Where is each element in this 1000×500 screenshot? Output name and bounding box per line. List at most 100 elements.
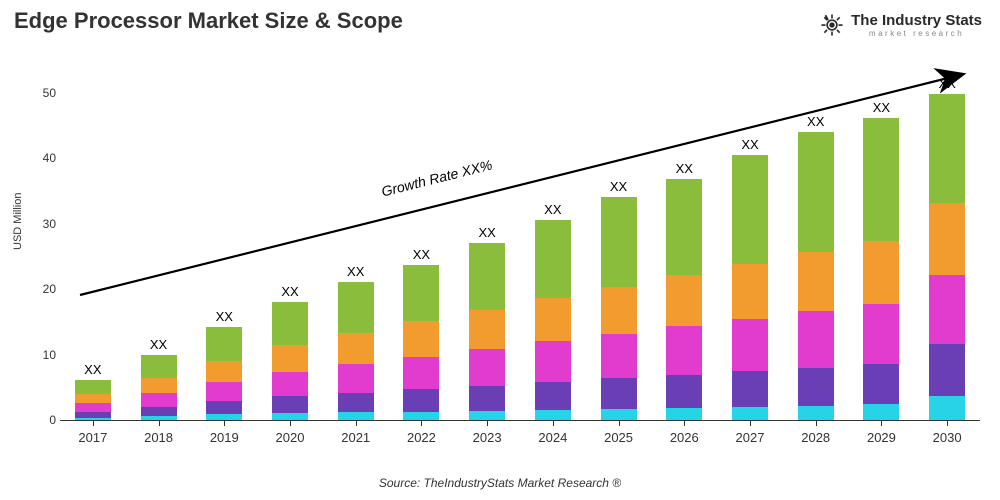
- bar-segment: [141, 355, 177, 379]
- bar-segment: [338, 333, 374, 364]
- x-tick: [93, 420, 94, 426]
- bar-segment: [732, 319, 768, 371]
- bar-segment: [732, 264, 768, 319]
- bar-segment: [863, 118, 899, 241]
- x-tick: [816, 420, 817, 426]
- bar-segment: [469, 386, 505, 411]
- bar-segment: [601, 197, 637, 287]
- bar-segment: [798, 368, 834, 406]
- bar-segment: [338, 282, 374, 333]
- x-tick-label: 2019: [210, 430, 239, 445]
- bar-segment: [403, 321, 439, 356]
- x-tick: [487, 420, 488, 426]
- x-tick: [290, 420, 291, 426]
- bar-value-label: XX: [873, 100, 890, 115]
- bar-segment: [75, 412, 111, 418]
- x-tick: [224, 420, 225, 426]
- bar-segment: [206, 382, 242, 402]
- x-tick: [881, 420, 882, 426]
- bar-segment: [75, 403, 111, 412]
- bar-segment: [732, 371, 768, 406]
- bar-segment: [403, 265, 439, 321]
- chart-title: Edge Processor Market Size & Scope: [14, 8, 403, 34]
- bar-value-label: XX: [216, 309, 233, 324]
- bar-segment: [732, 155, 768, 264]
- bar-segment: [601, 334, 637, 379]
- bar-segment: [929, 94, 965, 203]
- bar-segment: [272, 372, 308, 397]
- bar-segment: [206, 327, 242, 361]
- bar-value-label: XX: [741, 137, 758, 152]
- logo-text: The Industry Stats: [851, 13, 982, 28]
- bar-segment: [141, 378, 177, 392]
- bar-value-label: XX: [610, 179, 627, 194]
- x-tick: [421, 420, 422, 426]
- x-tick-label: 2023: [473, 430, 502, 445]
- chart-container: { "title": "Edge Processor Market Size &…: [0, 0, 1000, 500]
- bar-segment: [469, 349, 505, 386]
- bar-segment: [403, 357, 439, 390]
- x-tick-label: 2025: [604, 430, 633, 445]
- bar-value-label: XX: [676, 161, 693, 176]
- bar-segment: [469, 243, 505, 310]
- x-tick-label: 2027: [736, 430, 765, 445]
- bar-segment: [798, 132, 834, 252]
- x-tick-label: 2020: [276, 430, 305, 445]
- bar-segment: [666, 179, 702, 275]
- brand-logo: The Industry Stats market research: [819, 12, 982, 38]
- bar-segment: [929, 344, 965, 396]
- y-tick-label: 0: [38, 413, 56, 427]
- x-tick: [684, 420, 685, 426]
- bar-segment: [206, 361, 242, 382]
- bar-segment: [666, 375, 702, 408]
- x-tick-label: 2030: [933, 430, 962, 445]
- x-tick-label: 2028: [801, 430, 830, 445]
- bar-segment: [403, 389, 439, 411]
- bar-segment: [272, 345, 308, 371]
- bar-segment: [75, 394, 111, 403]
- x-tick-label: 2029: [867, 430, 896, 445]
- source-attribution: Source: TheIndustryStats Market Research…: [0, 476, 1000, 490]
- bar-segment: [666, 275, 702, 326]
- y-tick-label: 40: [38, 151, 56, 165]
- bar-segment: [798, 311, 834, 367]
- bar-segment: [272, 396, 308, 413]
- bar-segment: [798, 252, 834, 311]
- bar-value-label: XX: [478, 225, 495, 240]
- bar-segment: [75, 380, 111, 393]
- bar-segment: [863, 404, 899, 420]
- bar-segment: [666, 408, 702, 420]
- bar-segment: [798, 406, 834, 420]
- y-tick-label: 50: [38, 86, 56, 100]
- bar-segment: [535, 220, 571, 298]
- bar-value-label: XX: [413, 247, 430, 262]
- bar-segment: [338, 364, 374, 393]
- bar-segment: [141, 407, 177, 416]
- bar-segment: [535, 382, 571, 409]
- bar-segment: [469, 411, 505, 420]
- bar-value-label: XX: [84, 362, 101, 377]
- bar-segment: [272, 302, 308, 345]
- x-tick-label: 2021: [341, 430, 370, 445]
- x-tick-label: 2024: [538, 430, 567, 445]
- bar-segment: [338, 393, 374, 413]
- gear-icon: [819, 12, 845, 38]
- x-tick-label: 2026: [670, 430, 699, 445]
- bar-segment: [601, 409, 637, 420]
- bar-value-label: XX: [347, 264, 364, 279]
- x-tick: [947, 420, 948, 426]
- bar-segment: [929, 396, 965, 420]
- x-tick-label: 2018: [144, 430, 173, 445]
- x-axis-line: [60, 420, 980, 421]
- bar-segment: [338, 412, 374, 420]
- bar-segment: [863, 364, 899, 405]
- x-tick-label: 2017: [78, 430, 107, 445]
- bar-value-label: XX: [150, 337, 167, 352]
- x-tick: [553, 420, 554, 426]
- y-tick-label: 20: [38, 282, 56, 296]
- x-tick-label: 2022: [407, 430, 436, 445]
- x-tick: [356, 420, 357, 426]
- bar-segment: [929, 203, 965, 275]
- bar-value-label: XX: [544, 202, 561, 217]
- bar-segment: [469, 310, 505, 349]
